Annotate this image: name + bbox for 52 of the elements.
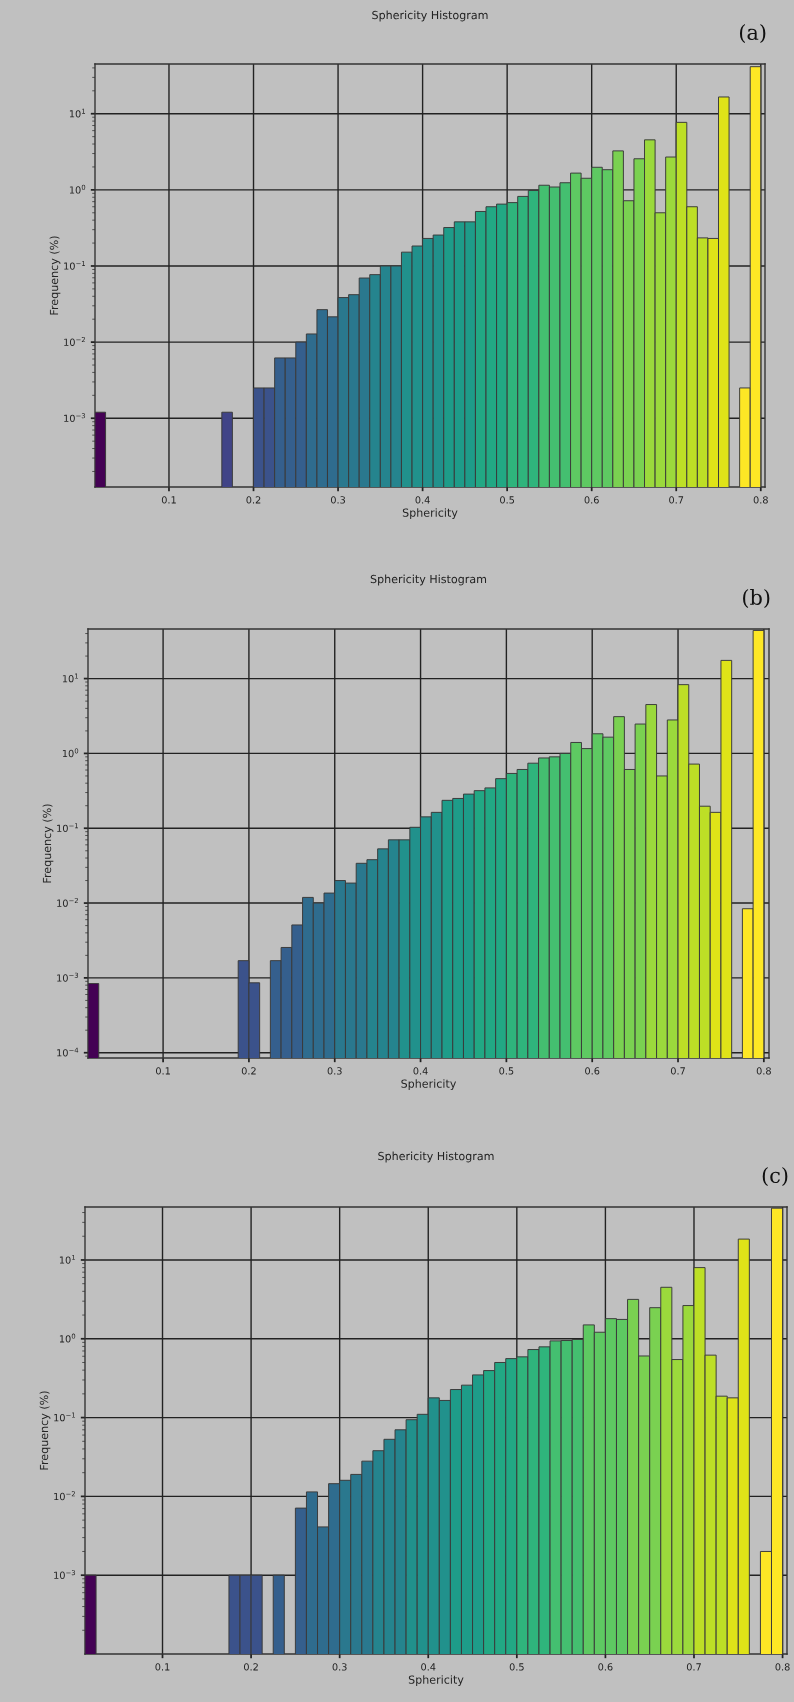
x-tick-label: 0.6 (598, 1663, 613, 1671)
chart-title: Sphericity Histogram (370, 574, 487, 586)
y-tick-label: 10$^{−3}$ (57, 972, 79, 982)
y-axis-title: Frequency (%) (49, 236, 61, 315)
x-tick-label: 0.5 (509, 1663, 524, 1671)
y-axis-title: Frequency (%) (39, 1391, 51, 1470)
x-tick-label: 0.7 (669, 496, 684, 504)
x-tick-label: 0.8 (753, 496, 768, 504)
x-axis-title: Sphericity (408, 1675, 464, 1686)
x-tick-label: 0.1 (155, 1663, 170, 1671)
x-tick-label: 0.3 (332, 1663, 347, 1671)
x-tick-label: 0.7 (686, 1663, 701, 1671)
y-tick-label: 10$^{1}$ (59, 1254, 76, 1264)
y-tick-label: 10$^{−3}$ (64, 413, 86, 423)
y-tick-label: 10$^{−4}$ (57, 1047, 79, 1057)
x-tick-label: 0.4 (413, 1067, 428, 1075)
x-tick-label: 0.2 (244, 1663, 258, 1671)
y-tick-label: 10$^{−1}$ (57, 823, 78, 833)
x-axis-title: Sphericity (401, 1079, 457, 1090)
x-tick-label: 0.4 (421, 1663, 436, 1671)
x-tick-label: 0.6 (584, 496, 599, 504)
x-tick-label: 0.5 (499, 1067, 514, 1075)
y-tick-label: 10$^{−1}$ (64, 260, 85, 270)
y-tick-label: 10$^{1}$ (62, 673, 79, 683)
y-tick-label: 10$^{0}$ (59, 1333, 76, 1343)
x-axis-title: Sphericity (402, 508, 458, 519)
x-tick-label: 0.8 (775, 1663, 790, 1671)
x-tick-label: 0.2 (246, 496, 261, 504)
y-axis-title: Frequency (%) (42, 804, 54, 883)
y-tick-label: 10$^{−1}$ (54, 1412, 75, 1422)
x-tick-label: 0.6 (585, 1067, 600, 1075)
x-tick-label: 0.4 (415, 496, 430, 504)
x-tick-label: 0.1 (161, 496, 176, 504)
y-tick-label: 10$^{0}$ (69, 184, 86, 194)
x-tick-label: 0.2 (241, 1067, 256, 1075)
x-tick-label: 0.1 (156, 1067, 170, 1075)
text: (c) (762, 1166, 788, 1186)
y-tick-label: 10$^{−3}$ (54, 1570, 76, 1579)
text: (b) (743, 588, 770, 608)
x-tick-label: 0.8 (756, 1067, 771, 1075)
y-tick-label: 10$^{1}$ (69, 108, 86, 118)
y-tick-label: 10$^{−2}$ (64, 336, 85, 346)
x-tick-label: 0.3 (330, 496, 346, 504)
x-tick-label: 0.7 (670, 1067, 685, 1075)
y-tick-label: 10$^{−2}$ (57, 897, 78, 907)
text: (a) (739, 23, 766, 43)
y-tick-label: 10$^{−2}$ (54, 1491, 75, 1501)
chart-title: Sphericity Histogram (372, 10, 488, 22)
x-tick-label: 0.5 (500, 496, 515, 504)
chart-title: Sphericity Histogram (378, 1151, 494, 1163)
x-tick-label: 0.3 (327, 1067, 342, 1075)
y-tick-label: 10$^{0}$ (62, 748, 79, 758)
